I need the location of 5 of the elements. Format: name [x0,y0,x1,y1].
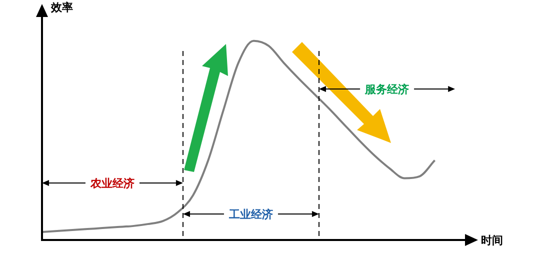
y-axis-title: 效率 [50,0,73,14]
annotation: 农业经济 [87,176,138,190]
annotation: 工业经济 [226,206,276,222]
annotation: 服务经济 [362,82,412,96]
x-axis-title: 时间 [481,234,503,247]
